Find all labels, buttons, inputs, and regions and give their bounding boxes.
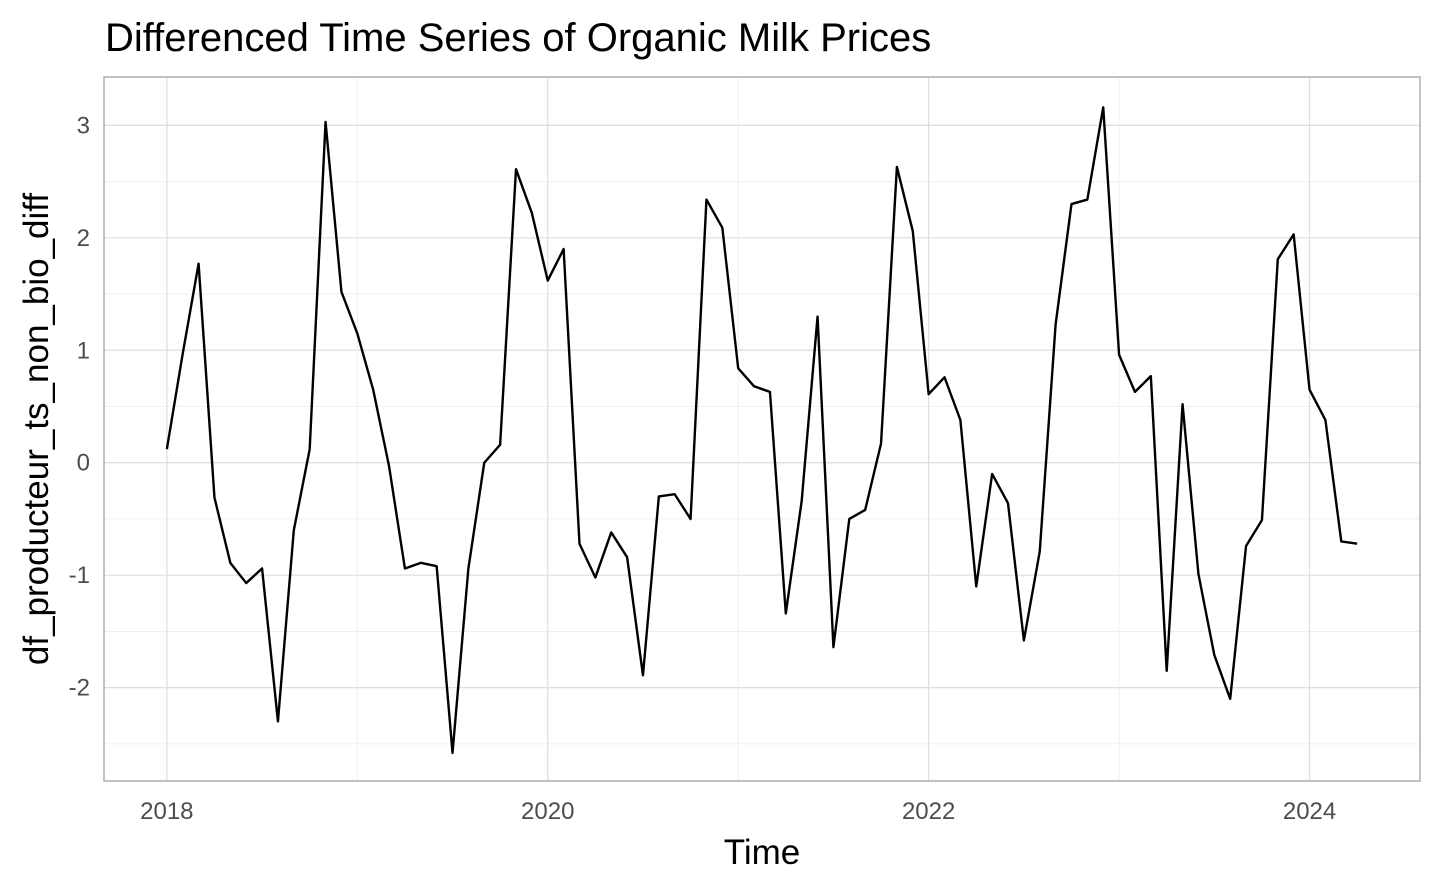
x-tick-label: 2022 — [902, 798, 955, 825]
y-tick-label: 3 — [77, 112, 90, 139]
y-tick-label: -2 — [69, 675, 90, 702]
y-tick-label: -1 — [69, 562, 90, 589]
series-line — [165, 106, 1358, 755]
y-tick-label: 2 — [77, 225, 90, 252]
panel-border — [103, 76, 1421, 782]
x-tick-label: 2024 — [1283, 798, 1336, 825]
y-axis-ticks: -2 -1 0 1 2 3 — [69, 112, 90, 701]
y-axis-title: df_producteur_ts_non_bio_diff — [17, 193, 56, 666]
x-axis-title: Time — [724, 833, 800, 872]
x-tick-label: 2018 — [140, 798, 193, 825]
y-tick-label: 0 — [77, 450, 90, 477]
x-tick-label: 2020 — [521, 798, 574, 825]
chart-title: Differenced Time Series of Organic Milk … — [105, 16, 931, 60]
y-tick-label: 1 — [77, 337, 90, 364]
x-axis-ticks: 2018 2020 2022 2024 — [140, 798, 1336, 825]
